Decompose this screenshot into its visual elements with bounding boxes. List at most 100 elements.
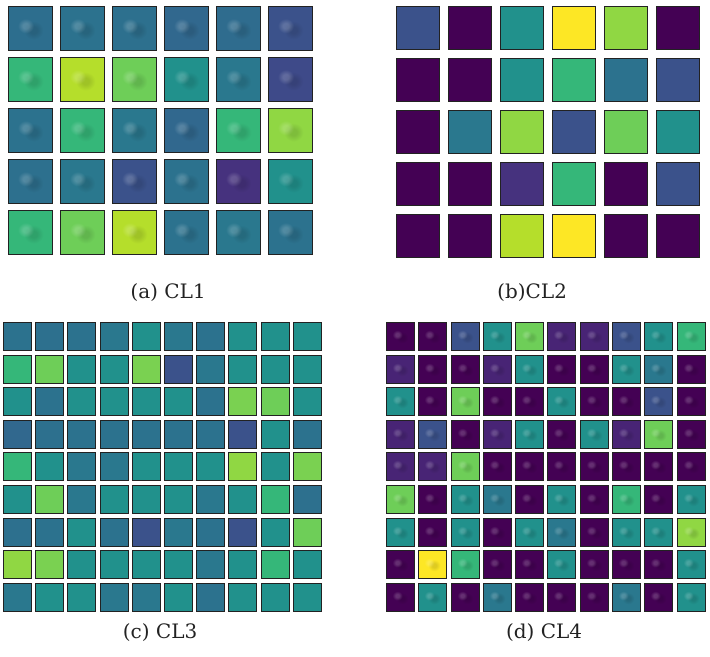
feature-map-tile	[676, 484, 706, 514]
feature-map-tile	[644, 484, 674, 514]
feature-map-tile	[482, 387, 512, 417]
feature-map-tile	[552, 6, 596, 50]
feature-map-tile	[216, 210, 261, 255]
feature-map-tile	[131, 550, 161, 580]
feature-map-tile	[448, 162, 492, 206]
feature-map-tile	[292, 484, 322, 514]
feature-map-tile	[3, 452, 32, 482]
feature-map-tile	[482, 354, 512, 384]
feature-map-tile	[35, 452, 65, 482]
feature-map-tile	[450, 452, 480, 482]
feature-map-tile	[644, 550, 674, 580]
feature-map-tile	[99, 582, 129, 612]
feature-map-tile	[67, 354, 97, 384]
feature-map-tile	[216, 57, 261, 102]
feature-map-tile	[386, 322, 415, 351]
feature-map-tile	[612, 322, 642, 351]
feature-map-tile	[386, 354, 415, 384]
feature-map-tile	[579, 582, 609, 612]
feature-map-tile	[99, 387, 129, 417]
feature-map-tile	[386, 387, 415, 417]
feature-map-tile	[99, 517, 129, 547]
feature-map-tile	[228, 452, 258, 482]
feature-map-tile	[67, 419, 97, 449]
feature-map-tile	[112, 6, 157, 51]
feature-map-tile	[515, 517, 545, 547]
feature-map-tile	[450, 387, 480, 417]
feature-map-tile	[164, 57, 209, 102]
feature-map-tile	[268, 210, 313, 255]
feature-map-tile	[418, 322, 448, 351]
feature-map-tile	[260, 354, 290, 384]
feature-map-tile	[386, 517, 415, 547]
feature-map-tile	[228, 419, 258, 449]
feature-map-tile	[3, 550, 32, 580]
feature-map-tile	[612, 582, 642, 612]
feature-map-tile	[450, 517, 480, 547]
feature-map-tile	[450, 354, 480, 384]
feature-map-tile	[163, 484, 193, 514]
feature-map-tile	[386, 452, 415, 482]
feature-map-tile	[450, 419, 480, 449]
feature-map-tile	[196, 517, 226, 547]
feature-map-tile	[60, 159, 105, 204]
feature-map-tile	[547, 387, 577, 417]
feature-map-tile	[515, 452, 545, 482]
feature-map-tile	[67, 322, 97, 351]
feature-map-tile	[604, 162, 648, 206]
feature-map-tile	[228, 387, 258, 417]
feature-map-tile	[579, 550, 609, 580]
feature-map-tile	[3, 354, 32, 384]
feature-map-tile	[131, 419, 161, 449]
feature-map-tile	[644, 387, 674, 417]
feature-map-tile	[448, 214, 492, 258]
feature-map-tile	[8, 210, 53, 255]
feature-map-tile	[60, 210, 105, 255]
feature-map-tile	[552, 58, 596, 102]
feature-map-tile	[228, 354, 258, 384]
feature-map-tile	[131, 387, 161, 417]
feature-map-tile	[292, 517, 322, 547]
feature-map-tile	[228, 322, 258, 351]
feature-map-tile	[228, 484, 258, 514]
feature-map-tile	[196, 354, 226, 384]
feature-map-tile	[260, 517, 290, 547]
feature-map-tile	[131, 517, 161, 547]
feature-map-tile	[482, 550, 512, 580]
feature-map-tile	[418, 517, 448, 547]
feature-map-tile	[260, 387, 290, 417]
feature-map-tile	[448, 58, 492, 102]
feature-map-tile	[268, 6, 313, 51]
feature-map-tile	[131, 484, 161, 514]
feature-map-tile	[482, 322, 512, 351]
feature-map-tile	[292, 354, 322, 384]
feature-map-tile	[644, 452, 674, 482]
feature-map-tile	[196, 550, 226, 580]
feature-map-tile	[228, 517, 258, 547]
feature-map-tile	[164, 159, 209, 204]
feature-map-tile	[656, 6, 700, 50]
feature-map-tile	[163, 452, 193, 482]
feature-map-tile	[3, 322, 32, 351]
feature-map-tile	[67, 517, 97, 547]
feature-map-tile	[482, 452, 512, 482]
feature-map-tile	[676, 387, 706, 417]
feature-map-tile	[216, 108, 261, 153]
feature-map-tile	[515, 550, 545, 580]
feature-map-tile	[396, 58, 440, 102]
feature-map-tile	[656, 214, 700, 258]
feature-map-tile	[99, 484, 129, 514]
feature-map-tile	[515, 419, 545, 449]
feature-map-tile	[164, 108, 209, 153]
feature-map-tile	[396, 110, 440, 154]
feature-map-tile	[644, 419, 674, 449]
feature-map-tile	[612, 354, 642, 384]
feature-map-tile	[644, 322, 674, 351]
feature-map-tile	[547, 452, 577, 482]
feature-map-tile	[260, 419, 290, 449]
feature-map-tile	[8, 108, 53, 153]
feature-map-tile	[547, 419, 577, 449]
panel-caption: (b)CL2	[497, 279, 567, 303]
feature-map-tile	[99, 354, 129, 384]
feature-map-tile	[196, 484, 226, 514]
